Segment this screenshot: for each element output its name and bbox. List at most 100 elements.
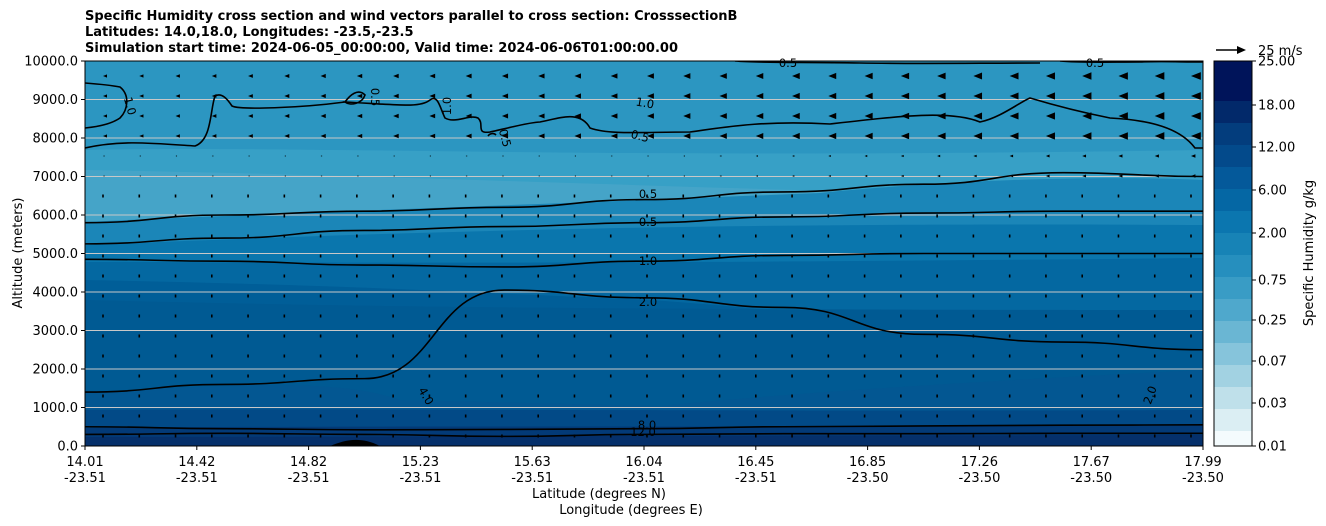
wind-vector — [573, 374, 576, 378]
wind-vector — [1191, 92, 1201, 100]
wind-vector — [284, 74, 290, 78]
wind-vector — [1117, 314, 1120, 318]
wind-vector — [428, 294, 431, 298]
wind-vector — [501, 314, 503, 318]
wind-vector — [1191, 132, 1201, 140]
wind-vector — [827, 354, 830, 358]
wind-vector — [392, 334, 394, 338]
contour-label: 0.5 — [639, 215, 657, 229]
wind-vector — [248, 74, 253, 78]
wind-vector — [1009, 132, 1019, 140]
wind-vector — [937, 72, 946, 80]
wind-vector — [356, 194, 358, 198]
wind-vector — [972, 214, 975, 218]
contour-labels: 1.0 0.5 1.00.5 0.51.00.50.51.02.04.08.012.0… — [121, 56, 1160, 439]
wind-vector — [1045, 92, 1055, 100]
wind-vector — [248, 175, 250, 177]
wind-vector — [1190, 354, 1192, 358]
wind-vector — [755, 394, 757, 398]
wind-vector — [827, 194, 830, 198]
colorbar-tick-label: 0.25 — [1258, 314, 1287, 329]
colorbar — [1213, 60, 1253, 447]
wind-vector — [972, 194, 975, 198]
wind-vector — [755, 93, 764, 99]
wind-vector — [827, 254, 830, 258]
wind-vector — [248, 134, 253, 138]
wind-vector — [247, 394, 249, 398]
wind-vector — [573, 414, 576, 418]
wind-vector — [247, 334, 249, 338]
wind-vector — [283, 274, 286, 278]
wind-vector — [211, 74, 217, 78]
wind-vector — [356, 274, 358, 278]
wind-vector — [284, 94, 290, 98]
wind-vector — [103, 175, 105, 177]
wind-vector — [1154, 154, 1159, 158]
wind-vector — [393, 113, 399, 119]
wind-vector — [973, 154, 977, 158]
wind-vector — [319, 274, 322, 278]
wind-vector — [102, 194, 104, 198]
wind-vector — [864, 132, 873, 140]
wind-vector — [174, 254, 177, 258]
wind-vector — [937, 92, 946, 100]
wind-vector — [646, 414, 648, 418]
wind-vector — [537, 214, 539, 218]
contour-label: 1.0 — [635, 95, 655, 112]
wind-vector — [320, 175, 323, 177]
wind-vector — [356, 334, 358, 338]
contour-label-group: 1.0 — [121, 95, 139, 116]
wind-vector — [682, 434, 685, 438]
contour-label-group: 0.5 — [639, 215, 657, 229]
wind-vector — [175, 175, 178, 177]
contour-label-group: 1.0 — [635, 95, 655, 112]
wind-vector — [428, 194, 431, 198]
wind-vector — [610, 155, 613, 157]
wind-vector — [103, 94, 107, 98]
wind-vector — [1008, 254, 1011, 258]
wind-vector — [1045, 294, 1047, 298]
colorbar-tick-label: 18.00 — [1258, 99, 1295, 114]
wind-vector — [356, 133, 363, 139]
contour-line-8-0 — [85, 424, 1203, 431]
wind-vector — [647, 93, 654, 99]
wind-vector — [1008, 274, 1011, 278]
x-tick-label-lat: 17.99 — [1184, 455, 1221, 470]
colorbar-tick-label: 0.01 — [1258, 440, 1287, 455]
wind-vector — [936, 194, 938, 198]
wind-vector — [139, 134, 144, 138]
wind-vector — [465, 133, 472, 139]
wind-vector — [138, 354, 141, 358]
contour-label: 1.0 — [121, 95, 139, 116]
x-tick-label-lon: -23.51 — [399, 471, 441, 486]
wind-vector — [936, 414, 938, 418]
wind-vector — [428, 314, 431, 318]
wind-vector — [864, 154, 868, 158]
wind-vector — [863, 354, 866, 358]
wind-vector — [682, 234, 685, 238]
wind-vector — [102, 414, 104, 418]
wind-vector — [1154, 92, 1165, 100]
wind-vector — [138, 294, 141, 298]
wind-vector — [1045, 394, 1047, 398]
wind-vector — [1081, 354, 1083, 358]
wind-vector — [247, 254, 249, 258]
wind-vector — [1190, 434, 1192, 438]
quiver-arrow-icon — [1237, 46, 1246, 54]
wind-vector — [537, 374, 539, 378]
wind-vector — [1117, 274, 1120, 278]
contour-label-group: 0.5 — [779, 56, 797, 70]
wind-vector — [609, 274, 612, 278]
wind-vector — [1117, 354, 1120, 358]
wind-vector — [937, 132, 946, 140]
wind-vector — [936, 254, 938, 258]
wind-vector — [428, 274, 431, 278]
wind-vector — [718, 254, 721, 258]
wind-vector — [320, 133, 326, 139]
wind-vector — [393, 93, 399, 99]
contour-label-group: 2.0 — [639, 295, 657, 309]
wind-vector — [1081, 194, 1083, 198]
wind-vector — [1190, 314, 1192, 318]
wind-vector — [863, 234, 866, 238]
wind-vector — [755, 155, 758, 157]
